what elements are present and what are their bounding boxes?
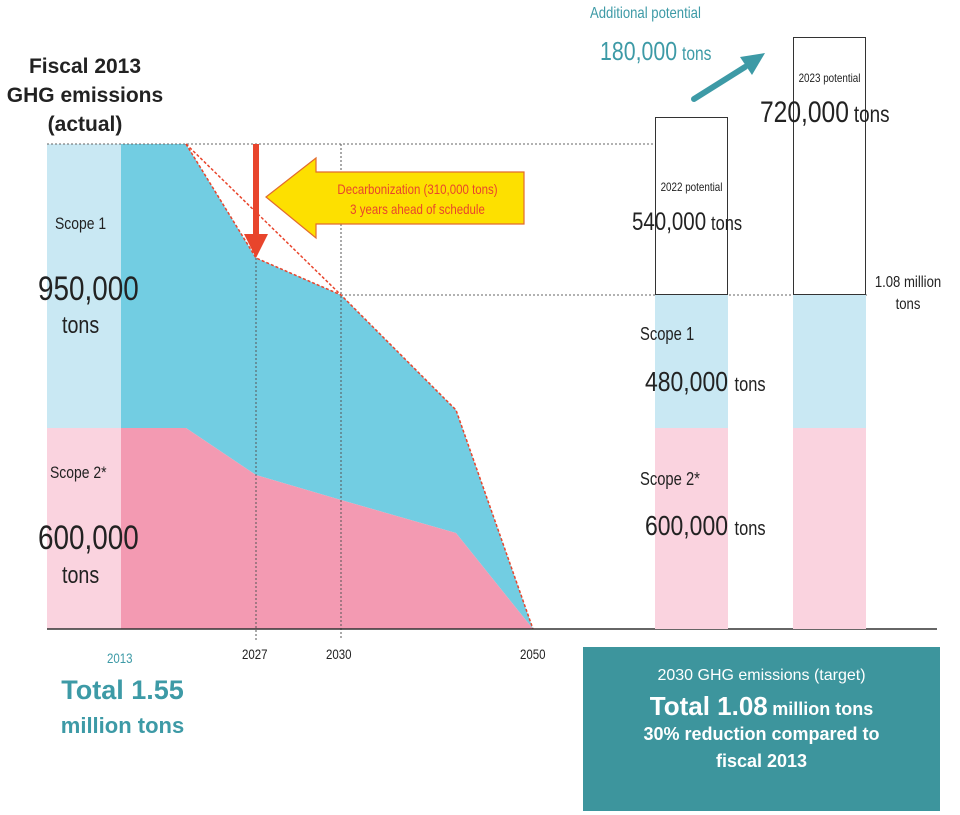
x-tick-2050: 2050 [520, 646, 546, 662]
scope1-label: Scope 1 [55, 214, 107, 233]
target-total-label: 1.08 million [874, 274, 942, 291]
target-scope1-unit: tons [734, 374, 766, 396]
original-plan-line [185, 143, 342, 296]
target-box-title: 2030 GHG emissions (target) [657, 667, 866, 684]
potential-2022-box [655, 117, 728, 295]
potential-2023-unit: tons [853, 101, 890, 127]
target-2023-scope1-bar [793, 295, 866, 428]
baseline-scope2-bar [47, 428, 121, 629]
target-total-unit: tons [895, 296, 921, 313]
baseline-scope1-bar [47, 144, 121, 428]
additional-potential-unit: tons [681, 44, 712, 65]
target-box-total-big: Total 1.08 [649, 691, 768, 721]
ahead-of-schedule-label: 3 years ahead of schedule [350, 201, 485, 217]
target-2023-scope2-bar [793, 428, 866, 629]
total-2013-unit: million tons [60, 713, 185, 738]
scope1-unit: tons [62, 312, 100, 339]
target-2022-scope1-bar [655, 295, 728, 428]
title-line-2: GHG emissions [6, 84, 164, 107]
target-scope2-unit: tons [734, 518, 766, 540]
target-summary-box: 2030 GHG emissions (target) Total 1.08 m… [583, 647, 940, 811]
x-tick-2013: 2013 [107, 650, 133, 666]
target-box-fiscal: fiscal 2013 [715, 751, 808, 771]
target-scope2-number: 600,000 [645, 510, 728, 541]
decarbonization-label: Decarbonization (310,000 tons) [337, 181, 498, 197]
additional-potential-label: Additional potential [590, 5, 701, 22]
scope2-label: Scope 2* [50, 463, 107, 482]
target-box-reduction: 30% reduction compared to [643, 724, 880, 744]
target-scope2-label: Scope 2* [640, 469, 700, 489]
scope2-area [121, 428, 533, 629]
title-line-3: (actual) [47, 113, 123, 136]
potential-2023-value: 720,000 tons [760, 96, 890, 130]
additional-potential-arrow [691, 64, 748, 102]
potential-2022-value: 540,000 tons [632, 208, 742, 237]
decarbonization-down-arrow-head [244, 234, 268, 258]
total-2013-big: Total 1.55 [61, 675, 184, 705]
target-box-total-unit: million tons [772, 699, 874, 719]
additional-potential-value: 180,000 tons [600, 36, 711, 67]
x-tick-2030: 2030 [326, 646, 352, 662]
target-box-total: Total 1.08 million tons [583, 691, 940, 722]
scope2-unit: tons [62, 562, 100, 589]
potential-2022-number: 540,000 [632, 208, 707, 236]
potential-2022-label: 2022 potential [660, 180, 723, 194]
target-scope2-value: 600,000 tons [645, 510, 766, 542]
potential-2023-number: 720,000 [760, 96, 849, 129]
additional-potential-arrow-head [740, 53, 765, 75]
decarbonization-callout-arrow [265, 156, 525, 240]
potential-2023-box [793, 37, 866, 295]
scope2-value: 600,000 [38, 519, 139, 557]
target-2022-scope2-bar [655, 428, 728, 629]
additional-potential-number: 180,000 [600, 36, 678, 66]
x-tick-2027: 2027 [242, 646, 268, 662]
potential-2023-label: 2023 potential [798, 71, 861, 85]
chart-title: Fiscal 2013 GHG emissions (actual) [0, 52, 170, 139]
target-scope1-label: Scope 1 [640, 324, 695, 344]
target-scope1-number: 480,000 [645, 366, 728, 397]
decarbonization-down-arrow [253, 144, 259, 238]
title-line-1: Fiscal 2013 [28, 55, 142, 78]
target-scope1-value: 480,000 tons [645, 366, 766, 398]
scope1-area [121, 144, 533, 629]
scope1-value: 950,000 [38, 270, 139, 308]
potential-2022-unit: tons [711, 213, 743, 235]
